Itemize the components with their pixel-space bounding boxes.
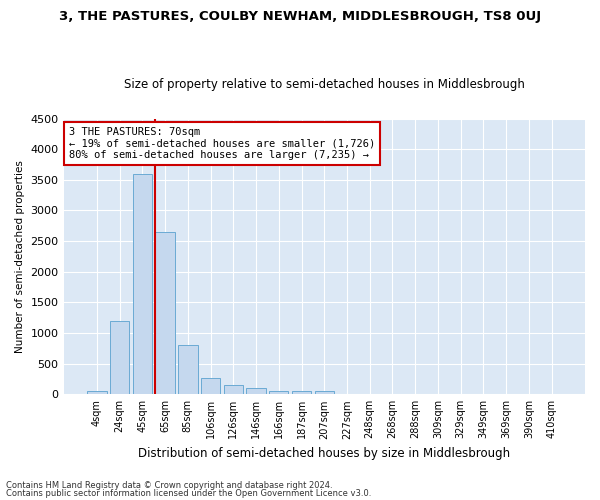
Text: 3, THE PASTURES, COULBY NEWHAM, MIDDLESBROUGH, TS8 0UJ: 3, THE PASTURES, COULBY NEWHAM, MIDDLESB… — [59, 10, 541, 23]
Bar — [314, 391, 334, 394]
Bar — [224, 384, 243, 394]
Text: Contains public sector information licensed under the Open Government Licence v3: Contains public sector information licen… — [6, 488, 371, 498]
Bar — [110, 321, 130, 394]
Bar — [178, 346, 197, 395]
Bar — [201, 378, 220, 394]
Title: Size of property relative to semi-detached houses in Middlesbrough: Size of property relative to semi-detach… — [124, 78, 525, 91]
Bar — [292, 391, 311, 394]
Bar — [155, 232, 175, 394]
Bar — [133, 174, 152, 394]
Bar — [247, 388, 266, 394]
Text: 3 THE PASTURES: 70sqm
← 19% of semi-detached houses are smaller (1,726)
80% of s: 3 THE PASTURES: 70sqm ← 19% of semi-deta… — [69, 127, 375, 160]
Bar — [269, 390, 289, 394]
Text: Contains HM Land Registry data © Crown copyright and database right 2024.: Contains HM Land Registry data © Crown c… — [6, 481, 332, 490]
Y-axis label: Number of semi-detached properties: Number of semi-detached properties — [15, 160, 25, 353]
Bar — [87, 391, 107, 394]
X-axis label: Distribution of semi-detached houses by size in Middlesbrough: Distribution of semi-detached houses by … — [138, 447, 511, 460]
